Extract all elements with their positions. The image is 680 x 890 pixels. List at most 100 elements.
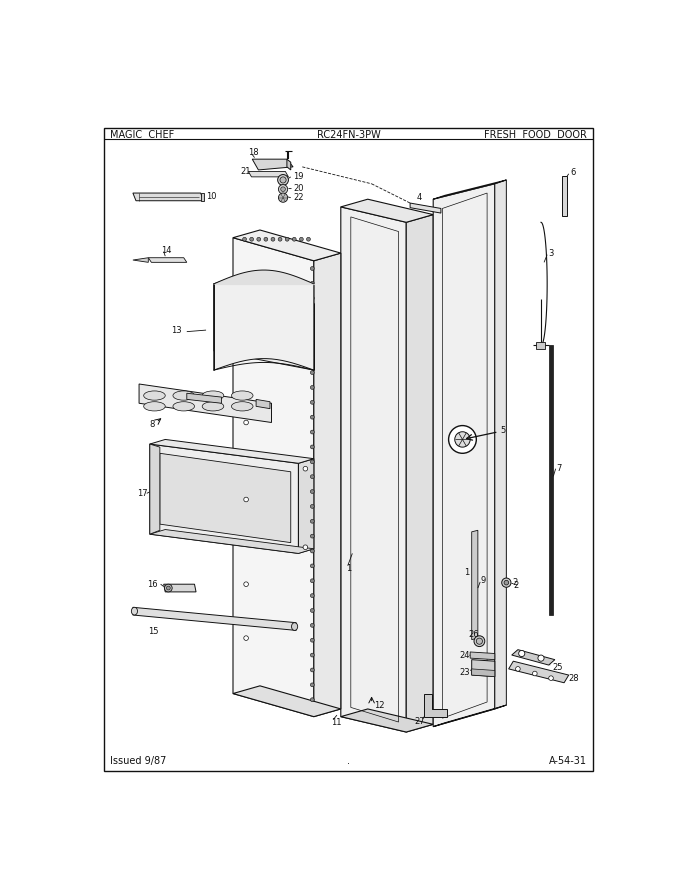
Circle shape <box>310 460 314 464</box>
Circle shape <box>474 635 485 646</box>
Circle shape <box>277 174 288 185</box>
Circle shape <box>310 578 314 583</box>
Circle shape <box>310 326 314 330</box>
Circle shape <box>310 653 314 657</box>
Text: 5: 5 <box>500 426 505 435</box>
Circle shape <box>476 638 483 644</box>
Text: 19: 19 <box>293 172 303 181</box>
Ellipse shape <box>202 391 224 400</box>
Polygon shape <box>433 184 495 726</box>
Text: FRESH  FOOD  DOOR: FRESH FOOD DOOR <box>484 130 588 140</box>
Text: 27: 27 <box>414 716 424 725</box>
Text: 17: 17 <box>137 489 148 498</box>
Ellipse shape <box>202 401 224 411</box>
Text: 16: 16 <box>147 579 157 588</box>
Circle shape <box>310 296 314 300</box>
Polygon shape <box>299 458 314 554</box>
Circle shape <box>515 667 520 671</box>
Polygon shape <box>233 686 341 716</box>
Polygon shape <box>187 393 222 403</box>
Circle shape <box>455 432 470 447</box>
Polygon shape <box>133 193 204 201</box>
Polygon shape <box>512 650 555 665</box>
Text: RC24FN-3PW: RC24FN-3PW <box>317 130 380 140</box>
Polygon shape <box>160 453 291 543</box>
Circle shape <box>250 238 254 241</box>
Circle shape <box>310 520 314 523</box>
Text: Issued 9/87: Issued 9/87 <box>109 756 166 766</box>
Circle shape <box>243 238 246 241</box>
Circle shape <box>271 238 275 241</box>
Circle shape <box>538 655 544 661</box>
Circle shape <box>310 668 314 672</box>
Circle shape <box>278 238 282 241</box>
Text: 23: 23 <box>460 668 470 677</box>
Circle shape <box>303 466 307 471</box>
Circle shape <box>310 370 314 375</box>
Polygon shape <box>472 659 495 676</box>
Circle shape <box>310 416 314 419</box>
Circle shape <box>310 564 314 568</box>
Circle shape <box>299 238 303 241</box>
Circle shape <box>310 505 314 508</box>
Text: 18: 18 <box>248 149 259 158</box>
Circle shape <box>243 336 248 340</box>
Ellipse shape <box>173 391 194 400</box>
Polygon shape <box>472 530 478 640</box>
Circle shape <box>310 534 314 538</box>
Text: 3: 3 <box>549 248 554 257</box>
Polygon shape <box>148 258 187 263</box>
Circle shape <box>310 594 314 597</box>
Text: 11: 11 <box>332 718 342 727</box>
Polygon shape <box>248 172 288 177</box>
Polygon shape <box>406 214 433 732</box>
Circle shape <box>310 490 314 493</box>
Polygon shape <box>509 661 568 683</box>
Polygon shape <box>433 705 507 726</box>
Text: 8: 8 <box>150 419 155 429</box>
Circle shape <box>310 312 314 315</box>
Text: 9: 9 <box>481 576 486 585</box>
Circle shape <box>167 587 170 590</box>
Polygon shape <box>495 180 507 709</box>
Text: 14: 14 <box>160 246 171 255</box>
Text: 25: 25 <box>553 663 563 672</box>
Polygon shape <box>256 400 270 409</box>
Circle shape <box>519 651 525 657</box>
Text: 1: 1 <box>464 568 469 577</box>
Circle shape <box>310 683 314 687</box>
Polygon shape <box>314 253 341 716</box>
Polygon shape <box>139 384 271 423</box>
Polygon shape <box>341 709 433 732</box>
Text: 26: 26 <box>469 630 479 639</box>
Circle shape <box>449 425 476 453</box>
Circle shape <box>257 238 260 241</box>
Circle shape <box>310 698 314 701</box>
Text: 22: 22 <box>293 193 303 202</box>
Polygon shape <box>433 180 507 199</box>
Polygon shape <box>233 230 341 261</box>
Circle shape <box>310 385 314 390</box>
Circle shape <box>310 267 314 271</box>
Ellipse shape <box>143 401 165 411</box>
Polygon shape <box>252 159 293 170</box>
Polygon shape <box>424 693 447 716</box>
Ellipse shape <box>231 391 253 400</box>
Circle shape <box>280 177 286 183</box>
Circle shape <box>310 623 314 627</box>
Text: 15: 15 <box>148 627 159 636</box>
Text: 1: 1 <box>346 564 352 573</box>
Text: 28: 28 <box>568 674 579 683</box>
Circle shape <box>310 474 314 479</box>
Circle shape <box>532 671 537 676</box>
Circle shape <box>243 297 248 302</box>
Ellipse shape <box>143 391 165 400</box>
Circle shape <box>310 341 314 344</box>
Polygon shape <box>233 238 314 716</box>
Circle shape <box>502 578 511 587</box>
Ellipse shape <box>131 607 137 615</box>
Text: 4: 4 <box>416 193 422 202</box>
Circle shape <box>165 584 172 592</box>
Text: MAGIC  CHEF: MAGIC CHEF <box>109 130 174 140</box>
Circle shape <box>310 609 314 612</box>
